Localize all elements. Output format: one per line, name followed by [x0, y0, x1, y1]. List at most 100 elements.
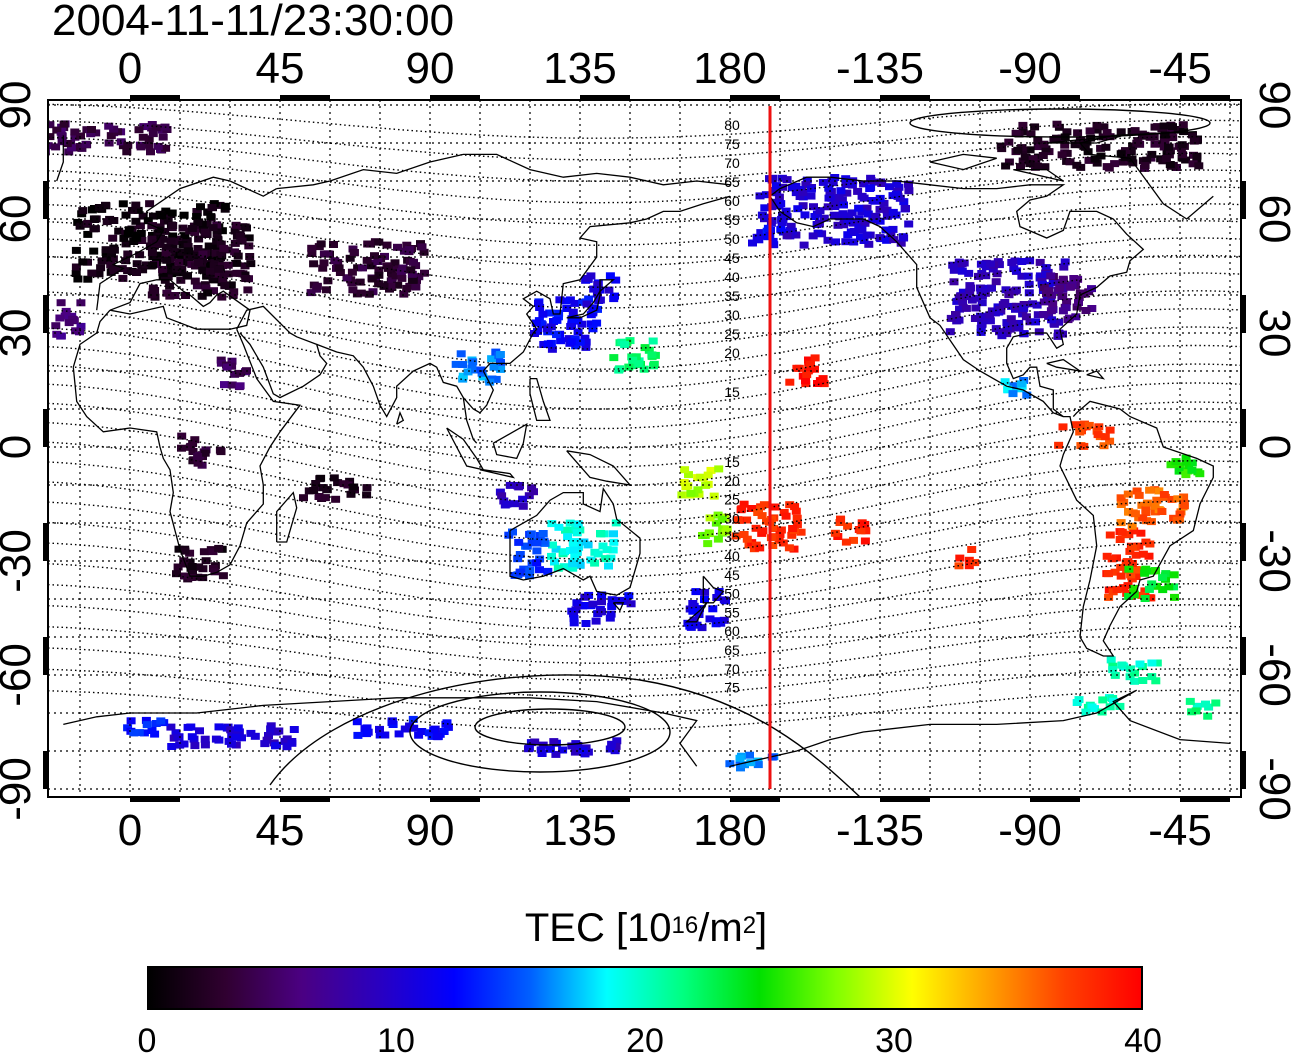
tec-cell	[168, 222, 178, 229]
tec-cell	[282, 735, 292, 743]
tec-cell	[233, 724, 243, 732]
tec-cell	[186, 442, 196, 450]
tec-cell	[1189, 137, 1199, 145]
tec-cell	[160, 227, 170, 235]
border-bar	[43, 751, 48, 789]
tec-cell	[785, 378, 795, 386]
tec-cell	[101, 246, 111, 254]
tec-cell	[1072, 699, 1082, 706]
tec-cell	[782, 176, 792, 184]
coastline-path	[509, 487, 641, 596]
tec-cell	[713, 511, 723, 519]
tec-cell	[362, 491, 372, 499]
magnetic-latitude-label: 15	[724, 384, 740, 400]
tec-cell	[693, 486, 703, 494]
tec-cell	[962, 293, 972, 301]
tec-cell	[458, 361, 468, 368]
coastline-path	[56, 130, 1214, 220]
magnetic-contour	[48, 152, 1241, 204]
bottom-longitude-label: -45	[1148, 806, 1212, 855]
tec-cell	[220, 381, 229, 389]
tec-cell	[849, 227, 859, 235]
tec-cell	[1144, 552, 1154, 560]
tec-cell	[362, 724, 372, 732]
tec-cell	[1178, 121, 1188, 129]
tec-cell	[768, 542, 778, 549]
tec-cell	[154, 226, 164, 234]
tec-cell	[76, 322, 86, 330]
tec-cell	[195, 727, 204, 735]
tec-cell	[1092, 159, 1102, 167]
tec-cell	[227, 381, 237, 389]
tec-cell	[833, 221, 843, 229]
top-longitude-label: 135	[543, 44, 616, 93]
tec-cell	[167, 209, 177, 217]
tec-cell	[1082, 138, 1092, 146]
tec-cell	[148, 232, 157, 239]
tec-cell	[1011, 302, 1021, 310]
tec-cell	[785, 501, 795, 509]
tec-cell	[891, 211, 901, 219]
tec-cell	[476, 366, 486, 374]
tec-cell	[363, 240, 373, 248]
tec-cell	[1130, 127, 1140, 135]
tec-cell	[123, 141, 133, 149]
tec-cell	[306, 289, 316, 297]
tec-cell	[787, 531, 797, 539]
tec-cell	[1166, 461, 1176, 469]
tec-cell	[1203, 712, 1213, 720]
tec-cell	[1070, 141, 1080, 149]
coastline-path	[684, 602, 708, 623]
tec-cell	[138, 266, 148, 274]
tec-cell	[681, 483, 691, 491]
tec-cell	[244, 242, 254, 250]
tec-cell	[1032, 162, 1042, 170]
tec-cell	[1129, 591, 1139, 599]
tec-cell	[264, 732, 273, 739]
tec-cell	[881, 226, 891, 234]
left-latitude-label: -30	[0, 529, 40, 593]
tec-cell	[1055, 284, 1065, 292]
tec-cell	[186, 723, 196, 731]
tec-cell	[1019, 304, 1029, 312]
tec-cell	[849, 536, 858, 544]
tec-cell	[1041, 271, 1051, 278]
tec-cell	[146, 148, 155, 156]
tec-cell	[1008, 320, 1018, 328]
tec-cell	[879, 199, 889, 207]
tec-cell	[784, 544, 794, 552]
tec-cell	[190, 742, 200, 750]
tec-cell	[760, 204, 770, 212]
magnetic-contour	[48, 520, 1241, 596]
tec-cell	[757, 512, 767, 520]
coastline-path	[396, 410, 405, 425]
tec-cell	[196, 203, 205, 211]
tec-cell	[514, 538, 524, 546]
tec-cell	[563, 533, 573, 541]
tec-cell	[1160, 131, 1170, 139]
tec-cell	[271, 742, 280, 750]
tec-cell	[491, 348, 501, 356]
magnetic-latitude-label: 45	[724, 250, 740, 266]
coastline-path	[96, 176, 278, 311]
tec-cell	[616, 597, 626, 605]
tec-cell	[695, 605, 704, 613]
tec-cell	[162, 256, 172, 264]
tec-cell	[187, 563, 197, 570]
tec-cell	[551, 750, 561, 758]
tec-cell	[212, 237, 222, 245]
tec-cell	[193, 573, 203, 581]
tec-cell	[330, 257, 340, 265]
tec-cell	[755, 544, 765, 552]
tec-cell	[536, 746, 546, 754]
colorbar-title-mid: /m	[698, 906, 743, 950]
tec-cell	[402, 284, 412, 292]
tec-cell	[510, 500, 519, 508]
magnetic-contour	[48, 186, 1241, 246]
tec-cell	[177, 432, 187, 440]
magnetic-latitude-label: 50	[724, 231, 740, 247]
tec-cell	[135, 222, 145, 230]
tec-cell	[1164, 583, 1174, 591]
tec-cell	[195, 225, 204, 233]
tec-cell	[1008, 390, 1018, 398]
